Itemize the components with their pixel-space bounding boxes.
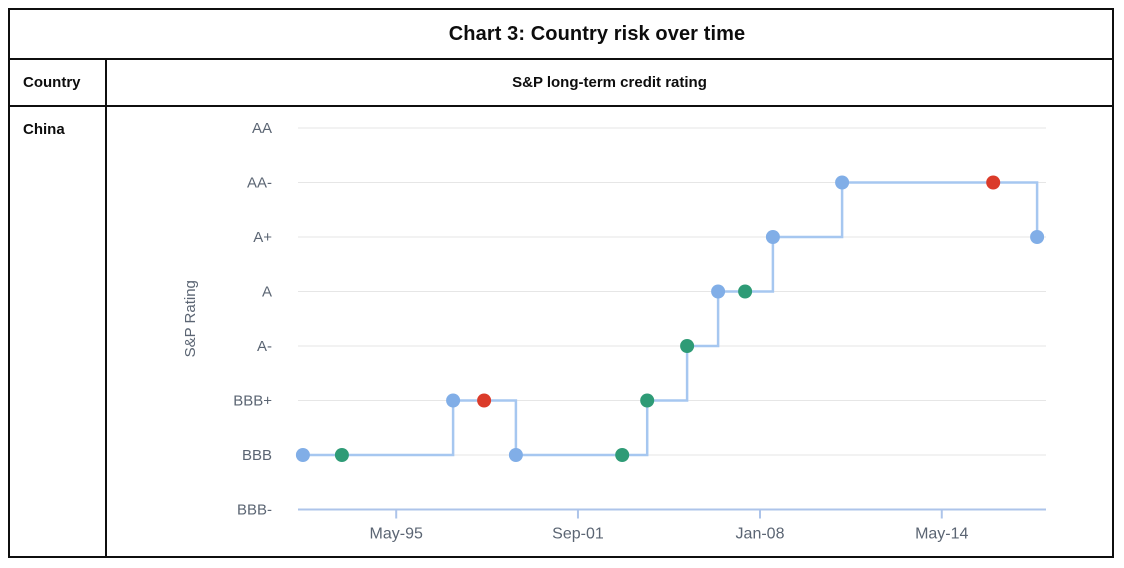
data-point-aplus[interactable] xyxy=(765,230,780,244)
x-axis-labels: May-95 Sep-01 Jan-08 May-14 xyxy=(370,526,969,543)
data-point-a[interactable] xyxy=(711,284,726,299)
data-point-a[interactable] xyxy=(738,284,753,299)
data-point-aplus[interactable] xyxy=(1030,230,1045,244)
y-axis-title: S&P Rating xyxy=(182,280,199,357)
data-point-bbb[interactable] xyxy=(334,448,349,462)
data-point-bbb[interactable] xyxy=(615,448,630,462)
data-point-aminus[interactable] xyxy=(680,339,695,353)
y-axis-label: BBB+ xyxy=(233,393,272,410)
x-axis-label: May-95 xyxy=(370,526,423,543)
y-axis-label: BBB xyxy=(242,447,272,464)
table-body-row: China AA AA- A+ A A- BBB+ BBB BBB- S&P Rating May… xyxy=(10,107,1112,556)
data-point-bbbplus[interactable] xyxy=(640,393,655,408)
y-axis-label: A- xyxy=(257,338,272,355)
table-header-row: Country S&P long-term credit rating xyxy=(10,60,1112,107)
data-point-bbb[interactable] xyxy=(295,448,310,462)
chart-title: Chart 3: Country risk over time xyxy=(10,10,1112,60)
country-column-header: Country xyxy=(10,60,107,105)
rating-chart-container: AA AA- A+ A A- BBB+ BBB BBB- S&P Rating May-95 Sep… xyxy=(107,107,1112,556)
data-points xyxy=(295,175,1045,462)
y-axis-label: BBB- xyxy=(237,502,272,519)
x-axis-label: Sep-01 xyxy=(552,526,604,543)
x-axis-label: May-14 xyxy=(915,526,968,543)
data-point-bbbplus[interactable] xyxy=(477,393,492,408)
x-axis xyxy=(298,508,1046,519)
rating-column-header: S&P long-term credit rating xyxy=(512,74,707,91)
y-axis-label: AA- xyxy=(247,175,272,192)
y-axis-label: A xyxy=(262,284,272,301)
data-point-bbb[interactable] xyxy=(508,448,523,462)
x-axis-label: Jan-08 xyxy=(736,526,785,543)
data-point-bbbplus[interactable] xyxy=(446,393,461,408)
series-line xyxy=(302,181,1039,457)
data-point-aaminus[interactable] xyxy=(986,175,1001,190)
gridlines xyxy=(298,127,1046,456)
country-cell: China xyxy=(10,107,107,556)
report-table: Chart 3: Country risk over time Country … xyxy=(8,8,1114,558)
y-axis-label: AA xyxy=(252,120,272,137)
data-point-aaminus[interactable] xyxy=(835,175,850,190)
y-axis-label: A+ xyxy=(253,229,272,246)
